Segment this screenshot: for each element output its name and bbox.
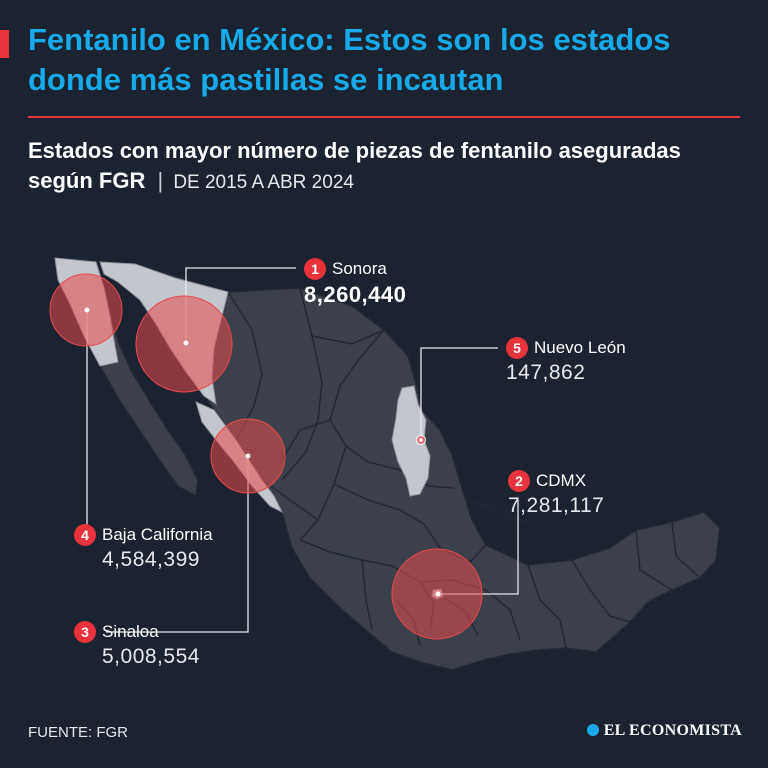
state-value: 8,260,440 bbox=[304, 282, 407, 307]
source-note: FUENTE: FGR bbox=[28, 724, 128, 741]
period-label: DE 2015 A ABR 2024 bbox=[173, 172, 354, 193]
leader-line-sinaloa bbox=[106, 456, 249, 633]
subtitle: Estados con mayor número de piezas de fe… bbox=[28, 136, 748, 198]
page-title: Fentanilo en México: Estos son los estad… bbox=[28, 22, 671, 97]
bubble-centers bbox=[84, 307, 441, 597]
label-sinaloa: 3 Sinaloa 5,008,554 bbox=[74, 621, 200, 669]
brand-logo: EL ECONOMISTA bbox=[586, 722, 742, 740]
rank-badge: 4 bbox=[74, 524, 96, 546]
subtitle-text: Estados con mayor número de piezas de fe… bbox=[28, 138, 681, 193]
title-accent-bar bbox=[0, 30, 9, 58]
label-sonora: 1 Sonora 8,260,440 bbox=[304, 258, 406, 308]
state-value: 147,862 bbox=[506, 361, 586, 384]
state-name: Sinaloa bbox=[102, 622, 159, 641]
label-cdmx: 2 CDMX 7,281,117 bbox=[508, 470, 604, 518]
label-nuevo-leon: 5 Nuevo León 147,862 bbox=[506, 337, 626, 385]
state-name: Baja California bbox=[102, 525, 213, 544]
leader-line-nuevo-leon bbox=[420, 347, 498, 440]
brand-name: EL ECONOMISTA bbox=[603, 722, 742, 739]
state-name: Nuevo León bbox=[534, 338, 626, 357]
rank-badge: 1 bbox=[304, 258, 326, 280]
state-name: Sonora bbox=[332, 259, 387, 278]
brand-mark-icon bbox=[586, 724, 599, 736]
subtitle-separator: | bbox=[157, 168, 164, 193]
title-divider bbox=[28, 116, 740, 118]
rank-badge: 2 bbox=[508, 470, 530, 492]
state-name: CDMX bbox=[536, 471, 587, 490]
rank-badge: 5 bbox=[506, 337, 528, 359]
state-value: 7,281,117 bbox=[508, 494, 605, 517]
state-value: 5,008,554 bbox=[102, 645, 200, 668]
state-value: 4,584,399 bbox=[102, 548, 200, 571]
rank-badge: 3 bbox=[74, 621, 96, 643]
label-baja-california: 4 Baja California 4,584,399 bbox=[74, 524, 213, 572]
